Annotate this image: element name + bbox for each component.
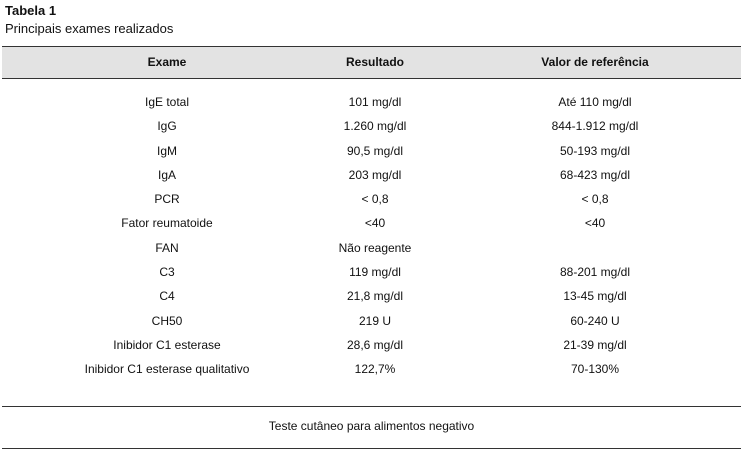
table-row: Fator reumatoide <40 <40 [2,211,741,235]
cell-reference: 21-39 mg/dl [563,337,627,352]
cell-reference: 50-193 mg/dl [559,143,631,158]
table-header: Exame Resultado Valor de referência [2,46,741,79]
cell-result: Não reagente [338,240,412,255]
table-row: PCR < 0,8 < 0,8 [2,187,741,211]
cell-result: 219 U [358,313,392,328]
cell-result: 1.260 mg/dl [343,119,407,134]
table-row: CH50 219 U 60-240 U [2,309,741,333]
table-row: Inibidor C1 esterase 28,6 mg/dl 21-39 mg… [2,333,741,357]
cell-result: <40 [364,216,386,231]
cell-reference: 70-130% [570,362,620,377]
table-body: IgE total 101 mg/dl Até 110 mg/dl IgG 1.… [2,90,741,382]
footer-divider-bottom [2,448,741,449]
table-row: IgM 90,5 mg/dl 50-193 mg/dl [2,139,741,163]
cell-reference [490,236,700,260]
cell-reference: 88-201 mg/dl [559,265,631,280]
cell-result: 119 mg/dl [349,265,401,280]
table-row: Inibidor C1 esterase qualitativo 122,7% … [2,357,741,381]
cell-exam: C4 [159,289,175,304]
cell-result: < 0,8 [361,192,389,207]
footer-note: Teste cutâneo para alimentos negativo [268,419,475,433]
table-title: Tabela 1 [5,3,57,18]
cell-exam: CH50 [151,313,183,328]
cell-result: 21,8 mg/dl [346,289,404,304]
cell-exam: IgG [157,119,177,134]
cell-result: 122,7% [354,362,396,377]
table-row: FAN Não reagente [2,236,741,260]
table-row: C3 119 mg/dl 88-201 mg/dl [2,260,741,284]
cell-exam: FAN [155,240,179,255]
table-subtitle: Principais exames realizados [5,21,174,36]
table-row: IgA 203 mg/dl 68-423 mg/dl [2,163,741,187]
cell-reference: 844-1.912 mg/dl [551,119,639,134]
cell-exam: IgE total [144,95,190,109]
cell-reference: 68-423 mg/dl [559,167,631,182]
cell-exam: C3 [159,265,175,280]
cell-reference: 13-45 mg/dl [563,289,627,304]
cell-reference: 60-240 U [570,313,620,328]
cell-exam: IgM [156,143,177,158]
cell-exam: Fator reumatoide [121,216,213,231]
cell-result: 203 mg/dl [348,167,402,182]
cell-exam: IgA [157,167,176,182]
cell-reference: < 0,8 [581,192,609,207]
cell-exam: PCR [154,192,180,207]
header-exam: Exame [147,55,187,69]
header-reference: Valor de referência [541,55,649,69]
footer-divider-top [2,406,741,407]
cell-reference: <40 [584,216,606,231]
table-row: C4 21,8 mg/dl 13-45 mg/dl [2,284,741,308]
header-result: Resultado [345,55,404,69]
cell-reference: Até 110 mg/dl [558,95,632,109]
cell-exam: Inibidor C1 esterase qualitativo [84,362,250,377]
cell-result: 28,6 mg/dl [346,337,404,352]
cell-result: 90,5 mg/dl [346,143,404,158]
cell-exam: Inibidor C1 esterase [113,337,221,352]
table-row: IgG 1.260 mg/dl 844-1.912 mg/dl [2,114,741,138]
cell-result: 101 mg/dl [348,95,402,109]
table-row: IgE total 101 mg/dl Até 110 mg/dl [2,90,741,114]
